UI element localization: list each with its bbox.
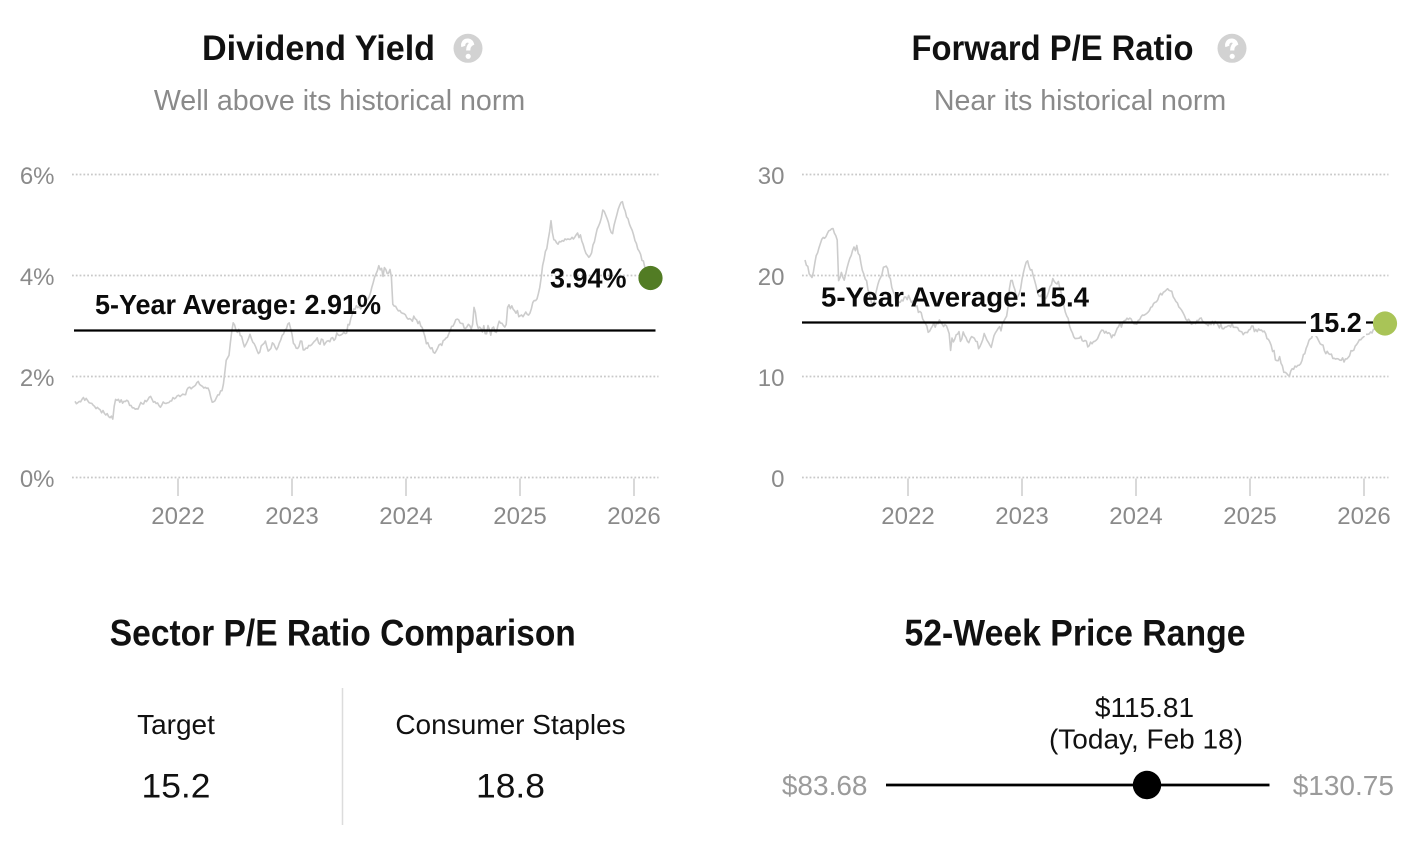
svg-text:2026: 2026 [607, 503, 660, 530]
svg-text:Dividend Yield: Dividend Yield [202, 29, 435, 68]
svg-text:Near its historical norm: Near its historical norm [934, 85, 1226, 117]
svg-text:5-Year Average: 2.91%: 5-Year Average: 2.91% [95, 289, 381, 320]
svg-text:6%: 6% [20, 163, 55, 190]
svg-text:2024: 2024 [379, 503, 432, 530]
svg-text:2023: 2023 [265, 503, 318, 530]
svg-text:2022: 2022 [881, 503, 934, 530]
svg-text:5-Year Average: 15.4: 5-Year Average: 15.4 [821, 282, 1089, 313]
svg-text:2025: 2025 [493, 503, 546, 530]
svg-text:2025: 2025 [1223, 503, 1276, 530]
svg-text:Consumer Staples: Consumer Staples [395, 709, 625, 740]
svg-text:20: 20 [758, 264, 785, 291]
svg-text:2%: 2% [20, 365, 55, 392]
svg-text:$83.68: $83.68 [782, 770, 868, 801]
svg-text:2024: 2024 [1109, 503, 1162, 530]
svg-text:30: 30 [758, 163, 785, 190]
svg-text:2026: 2026 [1337, 503, 1390, 530]
svg-text:(Today, Feb 18): (Today, Feb 18) [1049, 724, 1243, 755]
svg-text:18.8: 18.8 [476, 768, 545, 806]
svg-text:2023: 2023 [995, 503, 1048, 530]
svg-text:3.94%: 3.94% [550, 263, 627, 294]
svg-text:$115.81: $115.81 [1095, 692, 1194, 723]
svg-text:15.2: 15.2 [142, 768, 211, 806]
svg-text:10: 10 [758, 365, 785, 392]
svg-text:0: 0 [771, 466, 784, 493]
svg-text:15.2: 15.2 [1309, 307, 1362, 338]
svg-text:0%: 0% [20, 466, 55, 493]
svg-text:2022: 2022 [151, 503, 204, 530]
svg-text:Target: Target [137, 709, 215, 740]
svg-text:$130.75: $130.75 [1293, 770, 1394, 801]
svg-text:4%: 4% [20, 264, 55, 291]
svg-text:52-Week Price Range: 52-Week Price Range [905, 612, 1246, 654]
svg-text:Forward P/E Ratio: Forward P/E Ratio [912, 29, 1194, 68]
svg-text:Well above its historical norm: Well above its historical norm [154, 85, 525, 117]
svg-text:Sector P/E Ratio Comparison: Sector P/E Ratio Comparison [110, 612, 576, 654]
